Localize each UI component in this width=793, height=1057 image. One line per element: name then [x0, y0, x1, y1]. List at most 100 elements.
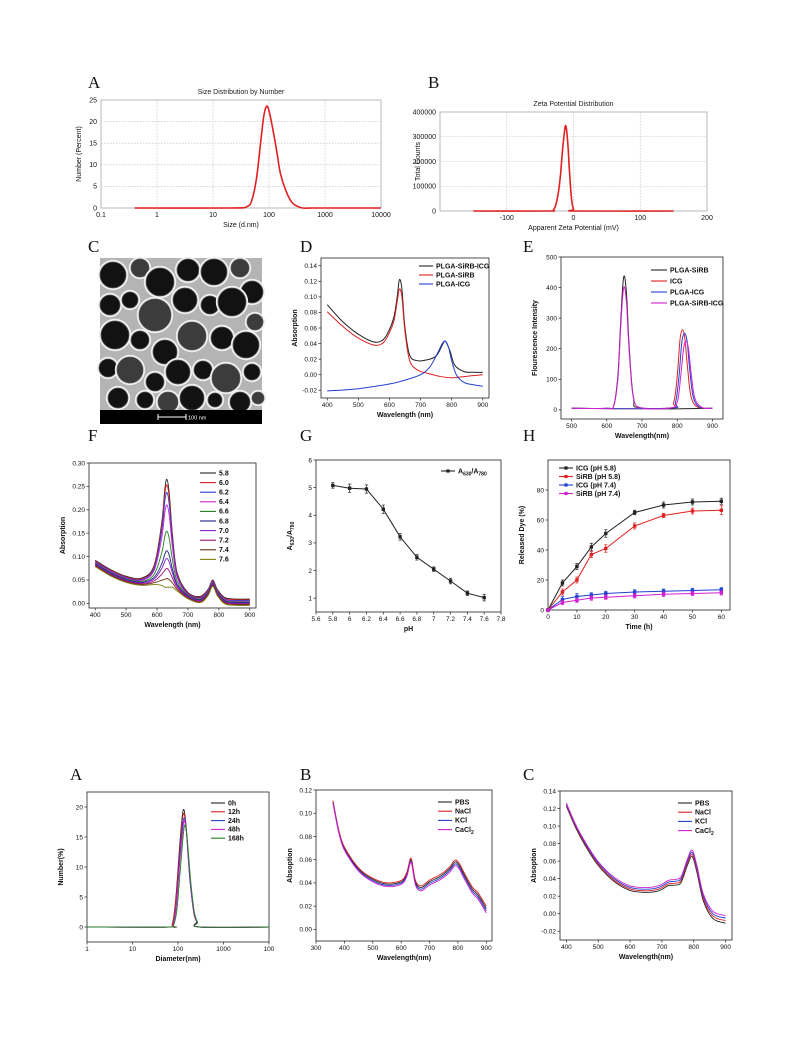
chart-h-frame [547, 459, 731, 611]
tem-particle [121, 291, 139, 309]
chart-g: 5.6 5.8 6 6.2 6.4 6.6 6.8 7 7.2 7.4 7.6 7.8 1 2 3 4 5 6 pH… [287, 457, 506, 633]
chart-a2-xtick-label: 100 [264, 946, 275, 953]
chart-b2-series-line [332, 800, 487, 907]
chart-g-point [448, 579, 453, 583]
chart-h-xtick-label: 50 [689, 614, 697, 621]
chart-a2-legend-label: 0h [228, 800, 236, 807]
chart-h-legend-label: SiRB (pH 5.8) [576, 474, 620, 481]
chart-g-xtick-label: 5.8 [328, 616, 337, 623]
chart-g-xtick-label: 7.4 [463, 616, 472, 623]
chart-h-ytick-label: 80 [537, 487, 545, 494]
chart-b-xlabel: Apparent Zeta Potential (mV) [528, 225, 619, 232]
chart-h-ytick-label: 40 [537, 547, 545, 554]
tem-particle [100, 320, 130, 350]
tem-particle [136, 391, 154, 409]
chart-d-xtick-label: 600 [384, 402, 395, 409]
panel-letter-f: F [88, 426, 97, 445]
chart-g-xlabel: pH [404, 626, 413, 633]
tem-particle [177, 321, 207, 351]
chart-a2-legend-label: 168h [228, 836, 244, 843]
chart-b2-ytick-label: 0.10 [299, 811, 312, 818]
chart-e-legend-label: PLGA-ICG [670, 289, 705, 296]
chart-h-point [632, 594, 637, 598]
chart-d-ylabel: Absorption [292, 309, 299, 346]
chart-f-xtick-label: 800 [213, 612, 224, 619]
chart-b2-xtick-label: 500 [367, 945, 378, 952]
chart-b2-xtick-label: 300 [311, 945, 322, 952]
chart-h-ytick-label: 20 [537, 577, 545, 584]
chart-h-point [719, 499, 724, 503]
chart-c2-ytick-label: 0.00 [543, 911, 556, 918]
chart-g-point [465, 591, 470, 595]
chart-g-ytick-label: 6 [308, 457, 312, 464]
tem-particle [98, 358, 118, 378]
chart-g-point [415, 555, 419, 559]
chart-f-ylabel: Absorption [60, 517, 67, 554]
chart-h-point [690, 591, 695, 596]
chart-h-ytick-label: 0 [540, 607, 544, 614]
tem-particle [217, 287, 247, 317]
chart-g-xtick-label: 5.6 [311, 616, 320, 623]
chart-c2-legend-label: KCl [695, 819, 707, 826]
chart-f-legend-label: 7.4 [219, 547, 229, 554]
chart-g-ytick-label: 3 [308, 540, 312, 547]
tem-particle [130, 330, 150, 350]
chart-h-point [604, 546, 608, 551]
panel-letter-b: B [428, 73, 439, 92]
chart-b-xtick-label: -100 [500, 215, 514, 222]
chart-h-point [661, 589, 666, 593]
chart-h-ytick-label: 60 [537, 517, 545, 524]
chart-c2-xtick-label: 500 [593, 944, 604, 951]
chart-e-xtick-label: 800 [672, 423, 683, 430]
chart-c2-ytick-label: -0.02 [541, 929, 556, 936]
chart-c2-ytick-label: 0.02 [543, 893, 556, 900]
chart-b2-ytick-label: 0.12 [299, 787, 312, 794]
chart-a2-legend-label: 24h [228, 818, 240, 825]
tem-particle [251, 391, 265, 405]
chart-g-point [331, 483, 335, 488]
chart-d-series-line [326, 288, 483, 379]
chart-h-xtick-label: 30 [631, 614, 639, 621]
chart-a-ytick-label: 5 [93, 184, 97, 191]
chart-b-ytick-label: 400000 [413, 109, 436, 116]
panel-letter-b2: B [300, 765, 311, 784]
chart-d-series-line [327, 340, 483, 392]
chart-a-series-line [134, 105, 381, 209]
chart-a2-xtick-label: 10 [129, 946, 137, 953]
chart-b2-xtick-label: 400 [339, 945, 350, 952]
chart-b-title: Zeta Potential Distribution [533, 101, 613, 108]
chart-b2-xtick-label: 600 [396, 945, 407, 952]
chart-e-xlabel: Wavelength(nm) [615, 433, 669, 440]
chart-h-xlabel: Time (h) [625, 624, 652, 631]
chart-h-point [604, 595, 608, 599]
chart-a2: 1 10 100 1000 10005101520Diameter(nm)Number(… [58, 791, 275, 963]
chart-c2-ytick-label: 0.04 [543, 876, 556, 883]
tem-particle [107, 387, 129, 409]
chart-h-point [560, 581, 565, 585]
tem-particle [165, 359, 191, 385]
chart-h-point [661, 513, 666, 518]
chart-c2-ylabel: Absoption [531, 848, 538, 883]
chart-e-ytick-label: 400 [546, 285, 557, 292]
chart-f-frame [88, 462, 257, 609]
chart-h-point [589, 552, 594, 557]
chart-b2-xtick-label: 700 [424, 945, 435, 952]
chart-a: 0.1 1 10 100 1000 10000 0 5 10 15 20 25 Size (d.nm) N… [76, 89, 391, 229]
chart-a2-xlabel: Diameter(nm) [155, 956, 200, 963]
tem-particle [210, 326, 234, 350]
chart-h-point [661, 592, 666, 596]
chart-b2-series-line [332, 803, 487, 914]
chart-c2-legend-label: NaCl [695, 810, 711, 817]
chart-g-series-line [332, 484, 485, 599]
chart-e-ytick-label: 100 [546, 377, 557, 384]
chart-e-legend-label: PLGA-SiRB [670, 267, 709, 274]
chart-h-point [575, 564, 579, 569]
tem-particle [211, 363, 241, 393]
chart-g-xtick-label: 7 [432, 616, 436, 623]
chart-e-ylabel: Flourescence Intensity [532, 300, 539, 376]
chart-d-xtick-label: 400 [322, 402, 333, 409]
chart-d-legend-label: PLGA-SiRB-ICG [436, 263, 490, 270]
chart-h-legend-marker [564, 474, 568, 479]
chart-h-point [690, 588, 695, 593]
chart-g-point [347, 486, 352, 490]
